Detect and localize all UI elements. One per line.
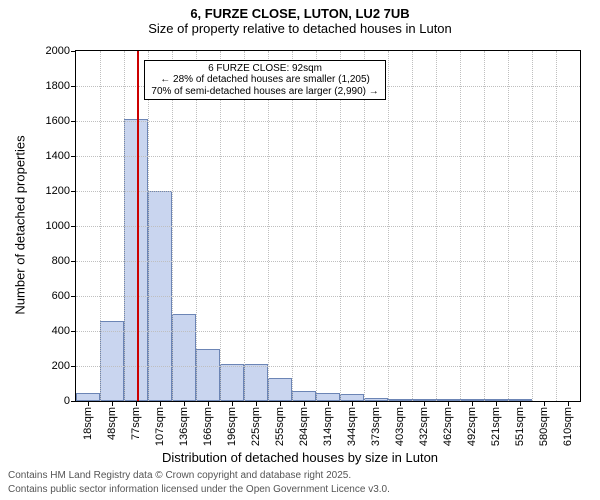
gridline-v [148,51,149,401]
histogram-bar [172,314,196,402]
histogram-bar [220,364,244,401]
gridline-v [340,51,341,401]
chart-title-line2: Size of property relative to detached ho… [0,21,600,36]
gridline-h [76,156,580,157]
x-tick-label: 314sqm [322,407,334,446]
gridline-h [76,226,580,227]
histogram-bar [340,394,364,401]
x-tick-label: 403sqm [394,407,406,446]
y-axis-title: Number of detached properties [13,135,28,314]
gridline-h [76,296,580,297]
gridline-v [124,51,125,401]
gridline-v [292,51,293,401]
x-tick-label: 166sqm [202,407,214,446]
x-tick-label: 225sqm [250,407,262,446]
gridline-h [76,261,580,262]
x-axis-title: Distribution of detached houses by size … [0,450,600,465]
chart-title-line1: 6, FURZE CLOSE, LUTON, LU2 7UB [0,6,600,21]
x-tick-label: 492sqm [466,407,478,446]
gridline-v [268,51,269,401]
gridline-h [76,366,580,367]
histogram-bar [100,321,124,402]
annotation-line: 6 FURZE CLOSE: 92sqm [151,63,378,75]
gridline-v [172,51,173,401]
footer-line-1: Contains HM Land Registry data © Crown c… [8,470,351,481]
x-tick-label: 344sqm [346,407,358,446]
gridline-v [412,51,413,401]
gridline-v [220,51,221,401]
gridline-v [556,51,557,401]
x-tick-label: 462sqm [442,407,454,446]
gridline-v [460,51,461,401]
gridline-v [484,51,485,401]
x-tick-label: 432sqm [418,407,430,446]
x-tick-label: 580sqm [538,407,550,446]
annotation-line: 70% of semi-detached houses are larger (… [151,86,378,98]
property-marker-line [137,51,139,401]
annotation-box: 6 FURZE CLOSE: 92sqm← 28% of detached ho… [144,60,385,101]
chart-plot-area: 6 FURZE CLOSE: 92sqm← 28% of detached ho… [75,50,581,402]
histogram-bar [76,393,100,401]
gridline-h [76,191,580,192]
histogram-bar [196,349,220,402]
gridline-v [388,51,389,401]
gridline-v [100,51,101,401]
x-tick-label: 610sqm [562,407,574,446]
histogram-bar [316,393,340,401]
x-tick-label: 48sqm [106,407,118,440]
x-tick-label: 551sqm [514,407,526,446]
gridline-v [364,51,365,401]
gridline-v [532,51,533,401]
x-tick-label: 77sqm [130,407,142,440]
gridline-v [436,51,437,401]
gridline-v [316,51,317,401]
x-tick-label: 521sqm [490,407,502,446]
histogram-bar [244,364,268,401]
x-tick-label: 284sqm [298,407,310,446]
x-tick-label: 373sqm [370,407,382,446]
gridline-v [196,51,197,401]
annotation-line: ← 28% of detached houses are smaller (1,… [151,74,378,86]
gridline-v [244,51,245,401]
histogram-bar [292,391,316,402]
histogram-bar [268,378,292,401]
x-tick-label: 255sqm [274,407,286,446]
x-tick-label: 107sqm [154,407,166,446]
chart-title-block: 6, FURZE CLOSE, LUTON, LU2 7UB Size of p… [0,0,600,36]
footer-line-2: Contains public sector information licen… [8,484,390,495]
x-tick-label: 196sqm [226,407,238,446]
x-tick-label: 136sqm [178,407,190,446]
gridline-v [508,51,509,401]
x-tick-label: 18sqm [82,407,94,440]
gridline-h [76,331,580,332]
gridline-h [76,121,580,122]
